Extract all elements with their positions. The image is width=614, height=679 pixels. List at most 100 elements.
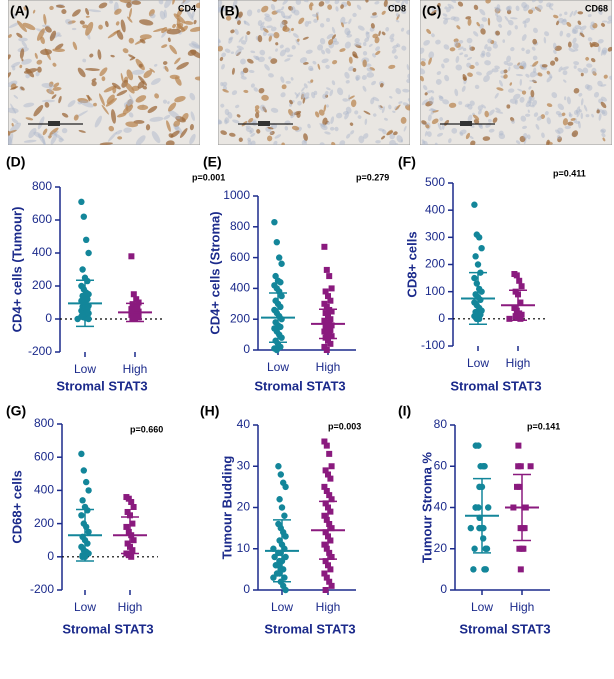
- cell: [284, 58, 291, 62]
- cell: [559, 30, 564, 37]
- cell: [57, 34, 62, 37]
- cell: [87, 94, 91, 102]
- cell: [110, 54, 115, 58]
- cell: [525, 49, 531, 55]
- cell: [310, 2, 314, 7]
- cell: [425, 101, 433, 107]
- cell: [72, 9, 81, 17]
- cell: [334, 126, 339, 132]
- cell: [465, 16, 472, 20]
- cell: [275, 48, 278, 52]
- cell: [455, 42, 461, 48]
- data-point: [518, 311, 525, 318]
- cell: [389, 139, 396, 145]
- cell: [252, 119, 257, 124]
- cell: [507, 30, 512, 36]
- data-point: [321, 512, 328, 519]
- data-point: [323, 266, 330, 273]
- cell: [548, 3, 554, 8]
- cell: [556, 135, 562, 140]
- cell: [531, 46, 536, 51]
- cell: [316, 12, 319, 21]
- cell: [19, 64, 23, 69]
- cell: [325, 120, 329, 125]
- cell: [321, 58, 329, 64]
- cell: [507, 62, 514, 67]
- cell: [162, 99, 168, 104]
- cell: [580, 112, 583, 120]
- data-point: [79, 266, 86, 273]
- cell: [218, 118, 223, 125]
- cell: [535, 4, 543, 12]
- data-point: [128, 253, 135, 260]
- micrograph: [8, 0, 200, 145]
- cell: [362, 59, 367, 68]
- x-tick-label: Low: [74, 600, 96, 614]
- cell: [375, 46, 381, 51]
- cell: [40, 36, 45, 45]
- cell: [336, 112, 343, 119]
- cell: [446, 6, 452, 13]
- cell: [302, 36, 309, 40]
- data-point: [83, 236, 90, 243]
- cell: [21, 41, 28, 48]
- cell: [552, 42, 557, 50]
- cell: [601, 109, 608, 116]
- cell: [420, 47, 425, 54]
- cell: [245, 34, 248, 43]
- cell: [236, 51, 241, 57]
- cell: [592, 22, 598, 29]
- cell: [457, 46, 464, 51]
- cell: [139, 34, 152, 40]
- cell: [393, 131, 398, 136]
- cell: [301, 87, 305, 92]
- cell: [517, 88, 524, 92]
- x-tick-label: High: [123, 362, 148, 376]
- cell: [298, 17, 305, 25]
- data-point: [130, 504, 137, 510]
- data-point: [80, 213, 88, 220]
- cell: [424, 92, 428, 96]
- cell: [284, 47, 291, 53]
- cell: [402, 88, 410, 93]
- cell: [176, 7, 183, 18]
- data-point: [328, 333, 335, 340]
- cell: [502, 39, 506, 43]
- cell: [485, 0, 491, 4]
- cell: [480, 53, 485, 58]
- cell: [482, 136, 491, 141]
- cell: [488, 128, 495, 133]
- cell: [354, 37, 360, 43]
- cell: [571, 130, 579, 138]
- cell: [119, 0, 132, 4]
- cell: [326, 121, 331, 125]
- cell: [61, 112, 69, 118]
- cell: [523, 4, 530, 12]
- cell: [579, 25, 587, 31]
- cell: [135, 135, 146, 145]
- data-point: [517, 299, 524, 306]
- cell: [591, 41, 600, 48]
- cell: [20, 86, 25, 91]
- image-marker-label: CD8: [388, 3, 406, 13]
- cell: [286, 54, 294, 58]
- cell: [544, 111, 549, 116]
- cell: [514, 25, 518, 30]
- cell: [466, 62, 472, 68]
- y-tick-label: 200: [230, 311, 250, 325]
- cell: [169, 44, 178, 55]
- cell: [166, 28, 181, 35]
- cell: [328, 39, 334, 45]
- y-tick-label: 500: [425, 175, 445, 189]
- cell: [563, 18, 567, 23]
- data-point: [282, 553, 289, 561]
- cell: [230, 51, 235, 54]
- cell: [99, 142, 113, 145]
- cell: [374, 36, 380, 44]
- cell: [382, 129, 387, 135]
- cell: [529, 79, 537, 83]
- cell: [400, 9, 407, 14]
- cell: [25, 117, 34, 121]
- cell: [606, 20, 612, 24]
- cell: [290, 111, 296, 119]
